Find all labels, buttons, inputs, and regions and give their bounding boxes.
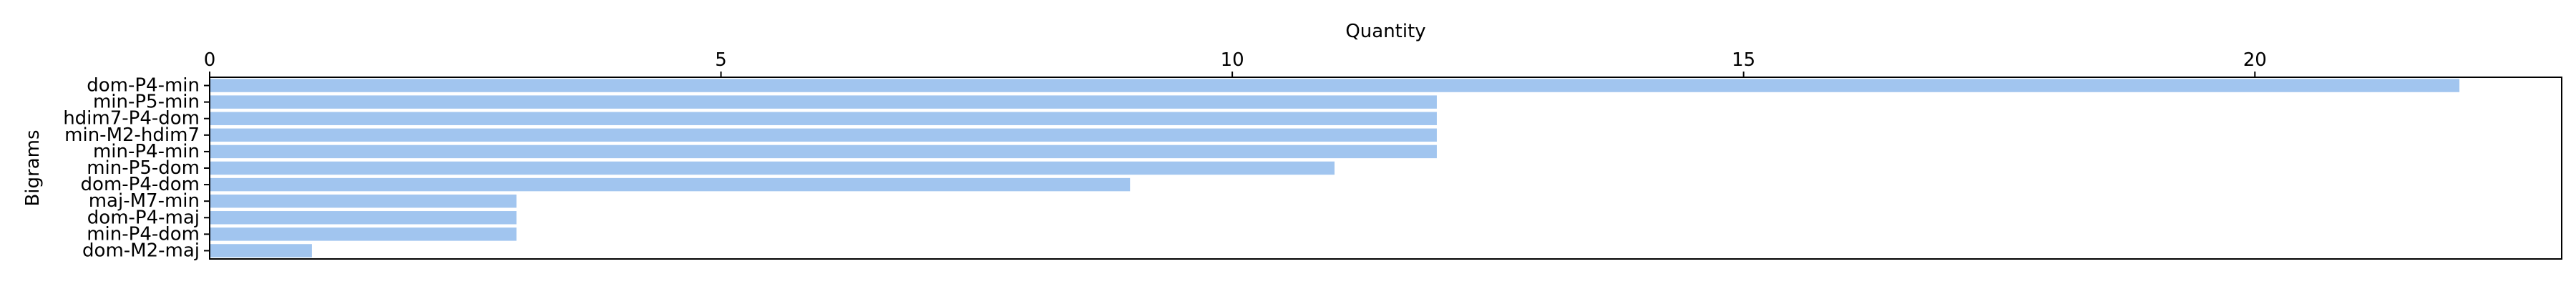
bars [210, 79, 2460, 258]
y-axis-label: Bigrams [22, 129, 44, 206]
y-tick-label: dom-P4-maj [87, 207, 200, 228]
x-axis-ticks: 0 5 10 15 20 [204, 49, 2267, 77]
y-tick-label: min-P4-dom [87, 223, 200, 245]
bar-dom-P4-maj [210, 211, 517, 225]
bar-dom-M2-maj [210, 244, 312, 258]
y-axis-ticks: dom-P4-minmin-P5-minhdim7-P4-dommin-M2-h… [63, 75, 210, 261]
bar-dom-P4-dom [210, 177, 1131, 192]
y-tick-label: dom-P4-dom [81, 174, 200, 195]
bar-dom-P4-min [210, 79, 2460, 92]
y-tick-label: hdim7-P4-dom [63, 108, 200, 129]
bar-min-P4-min [210, 144, 1437, 159]
x-tick-label: 0 [204, 49, 216, 71]
y-tick-label: min-P5-dom [87, 157, 200, 179]
bar-hdim7-P4-dom [210, 112, 1437, 125]
x-axis-label: Quantity [1345, 21, 1425, 42]
bar-min-P5-dom [210, 161, 1335, 175]
bar-min-M2-hdim7 [210, 128, 1437, 142]
y-tick-label: dom-M2-maj [82, 240, 200, 261]
y-tick-label: min-M2-hdim7 [64, 124, 200, 146]
bar-min-P5-min [210, 95, 1437, 109]
y-tick-label: min-P4-min [93, 141, 200, 162]
y-tick-label: min-P5-min [93, 92, 200, 113]
x-tick-label: 15 [1732, 49, 1755, 71]
x-tick-label: 5 [715, 49, 727, 71]
y-tick-label: maj-M7-min [89, 190, 200, 212]
bar-maj-M7-min [210, 194, 517, 208]
x-tick-label: 10 [1221, 49, 1244, 71]
y-tick-label: dom-P4-min [87, 75, 200, 97]
bar-min-P4-dom [210, 227, 517, 241]
x-tick-label: 20 [2243, 49, 2267, 71]
